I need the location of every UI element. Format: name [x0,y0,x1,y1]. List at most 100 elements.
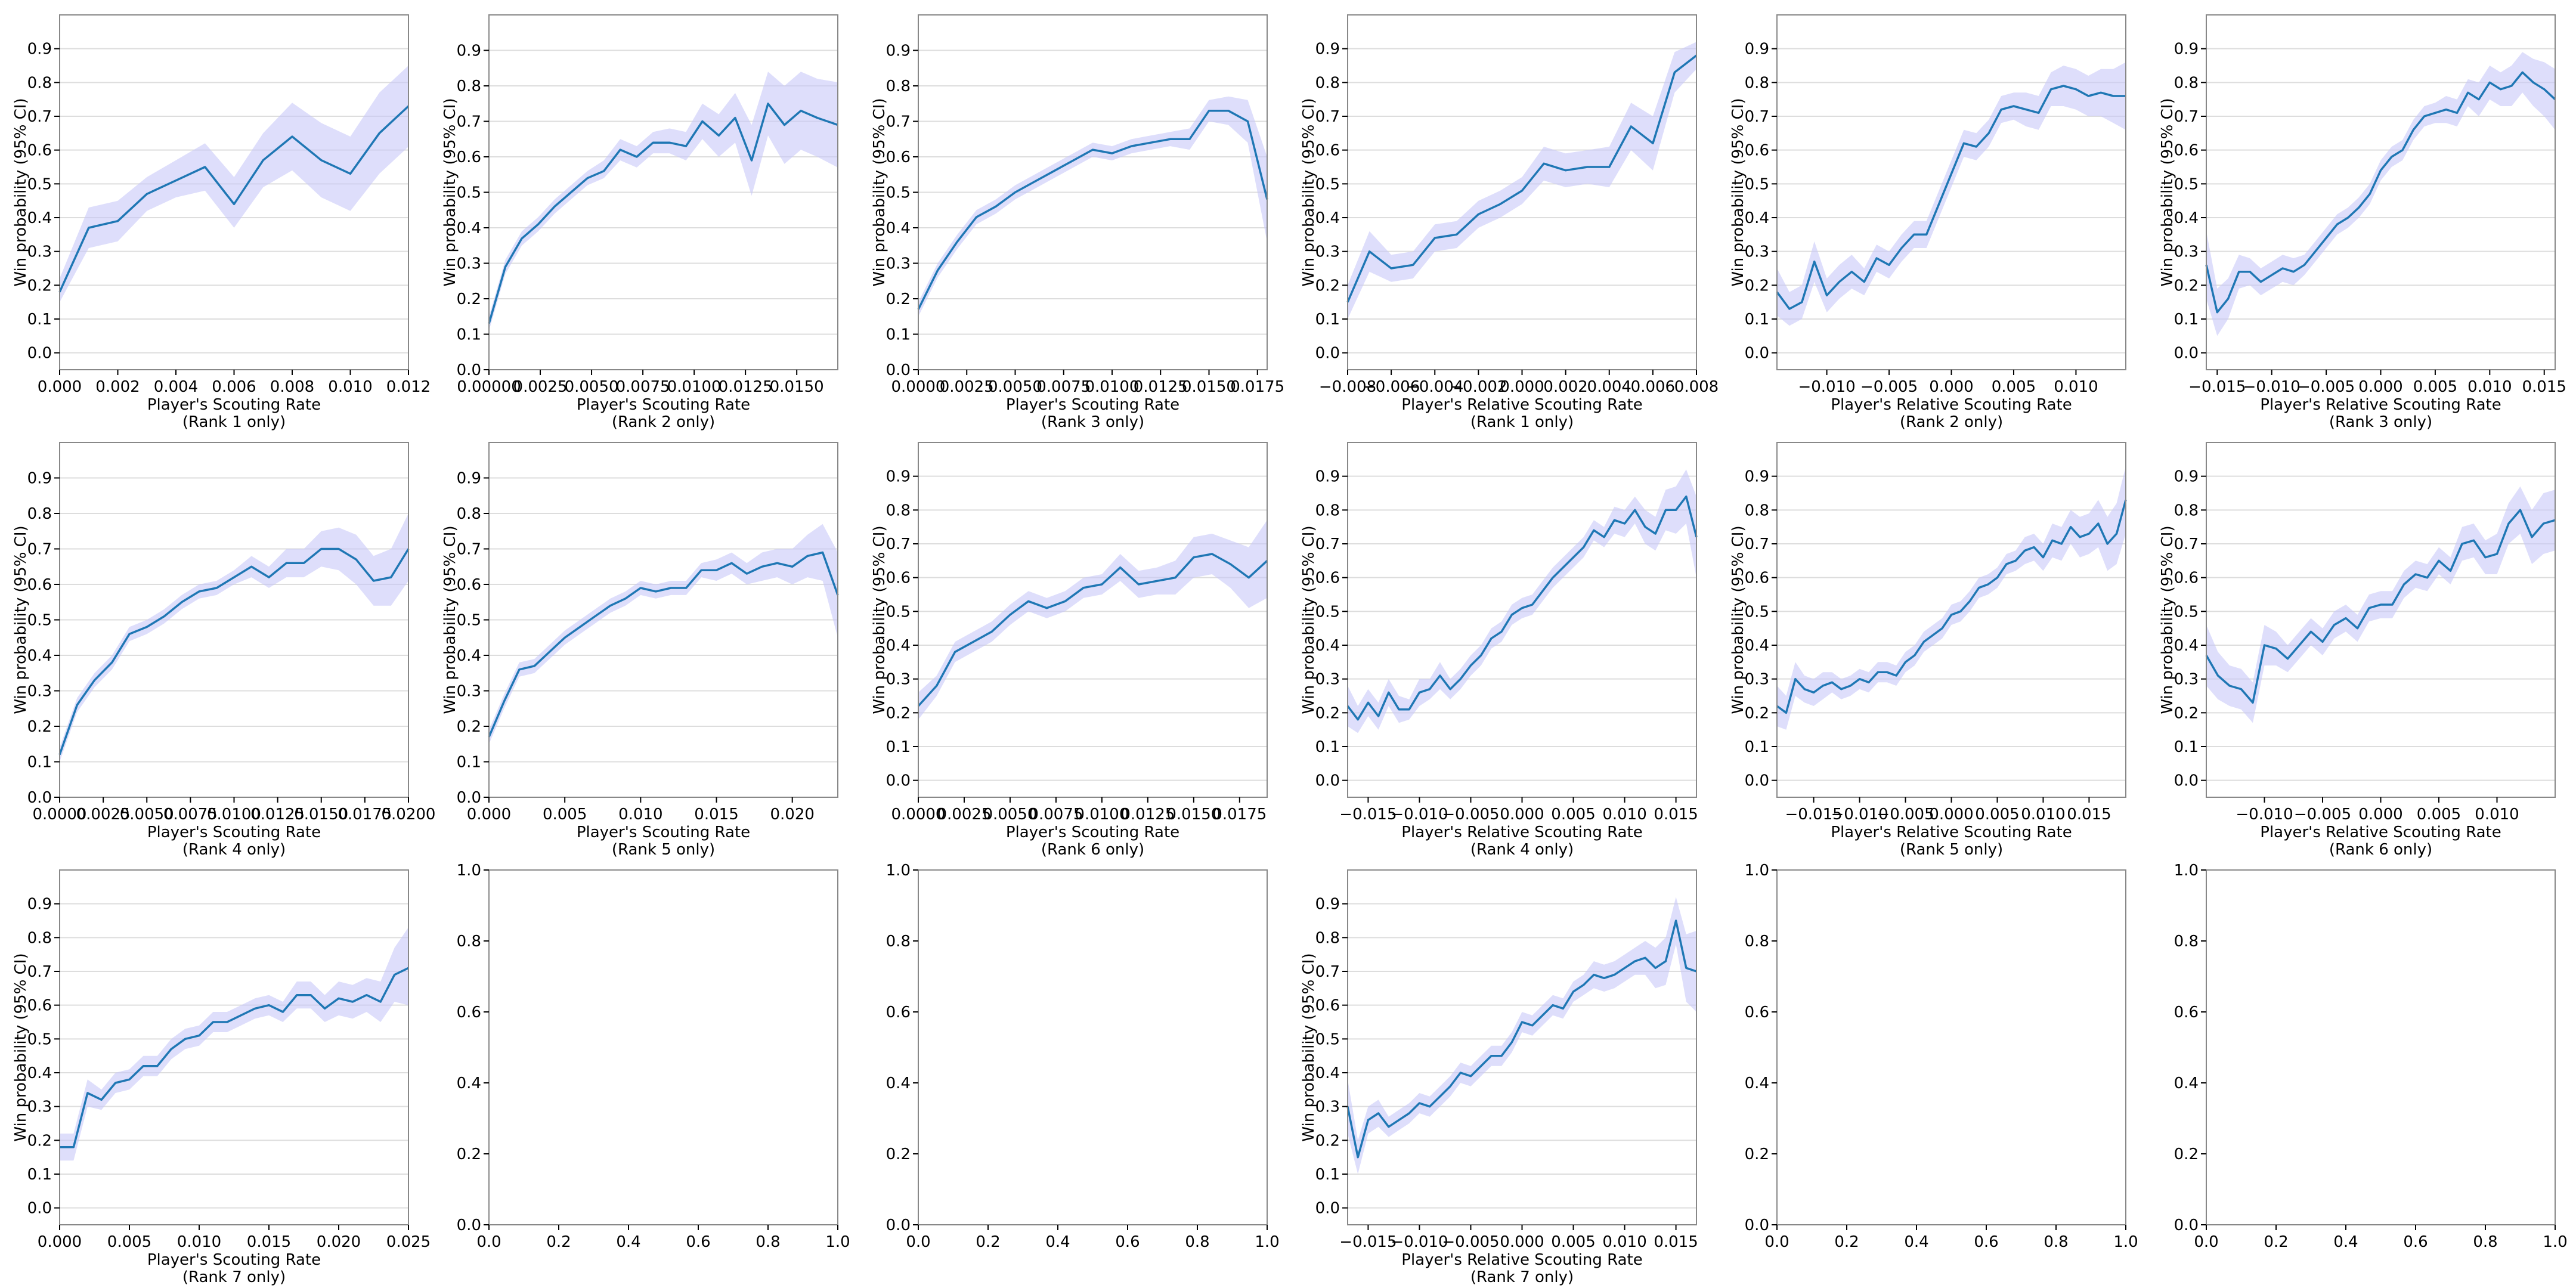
y-tick-label: 0.2 [27,718,52,736]
y-tick-label: 0.9 [886,468,911,486]
x-tick-label: −0.015 [1339,806,1397,823]
x-tick-label: 0.8 [1185,1233,1209,1251]
y-tick-label: 0.4 [1315,1064,1340,1082]
x-tick-label: −0.005 [1442,806,1499,823]
y-tick-label: 0.1 [27,1166,52,1184]
y-axis-label: Win probability (95% CI) [1300,953,1318,1141]
x-tick-label: 0.006 [1631,378,1675,396]
y-tick-label: 0.9 [27,470,52,488]
x-tick-label: 0.4 [1904,1233,1928,1251]
y-tick-label: 0.6 [1315,997,1340,1015]
x-tick-label: −0.002 [1450,378,1507,396]
series-line [488,103,838,324]
y-tick-label: 0.6 [2174,142,2199,160]
y-tick-label: 0.6 [27,576,52,594]
x-tick-label: 0.0000 [891,378,946,396]
subplot-p14: 0.0 0.2 0.4 0.6 0.8 1.0 0.0 0.2 0.4 0.6 0.8 1.0 [886,862,1280,1251]
x-tick-label: 0.0050 [565,378,619,396]
x-tick-label: 0.010 [1602,1233,1646,1251]
y-tick-label: 0.2 [1745,704,1769,722]
y-tick-label: 0.4 [27,647,52,665]
series-line [58,105,410,293]
x-axis-sublabel: (Rank 6 only) [2329,841,2432,859]
confidence-band [60,927,408,1161]
x-axis-label: Player's Relative Scouting Rate [1401,1251,1642,1269]
y-tick-label: 0.9 [27,41,52,58]
x-tick-label: −0.015 [1785,806,1842,823]
confidence-band [1777,62,2126,326]
y-tick-label: 0.0 [457,361,481,379]
y-tick-label: 0.6 [2174,569,2199,587]
y-tick-label: 0.0 [27,1200,52,1218]
x-tick-label: 0.010 [2054,378,2098,396]
y-tick-label: 0.8 [27,74,52,92]
y-tick-label: 0.2 [27,277,52,295]
x-tick-label: 0.0150 [294,806,348,823]
x-tick-label: −0.010 [2236,806,2293,823]
y-tick-label: 0.5 [1315,175,1340,193]
x-tick-label: −0.010 [1391,806,1448,823]
x-tick-label: −0.004 [1406,378,1463,396]
y-tick-label: 0.6 [457,576,481,594]
x-axis-sublabel: (Rank 4 only) [1470,841,1574,859]
plot-frame [2206,869,2556,1225]
x-axis-label: Player's Scouting Rate [1006,823,1179,841]
y-tick-label: 0.7 [1745,535,1769,553]
x-tick-label: 0.010 [1602,806,1646,823]
confidence-band [60,513,408,762]
y-tick-label: 0.2 [886,704,911,722]
x-tick-label: 0.4 [2333,1233,2358,1251]
x-axis-sublabel: (Rank 1 only) [182,413,286,431]
x-tick-label: 0.002 [1543,378,1587,396]
x-tick-label: 0.015 [694,806,738,823]
plot-frame [918,442,1268,798]
y-tick-label: 0.8 [457,933,481,950]
y-tick-label: 0.5 [1315,603,1340,621]
x-tick-label: 0.0025 [937,806,991,823]
y-axis-label: Win probability (95% CI) [1729,98,1747,286]
y-tick-label: 0.6 [457,1004,481,1021]
x-tick-label: 0.005 [2417,806,2461,823]
y-tick-label: 0.2 [1315,704,1340,722]
y-tick-label: 0.8 [27,505,52,523]
x-axis-sublabel: (Rank 1 only) [1470,413,1574,431]
x-tick-label: 0.0125 [1134,378,1188,396]
subplot-p4: 0.0 0.1 0.2 0.3 0.4 0.5 0.6 0.7 0.8 0.9 −0.010 −0.0… [1729,14,2126,431]
y-tick-label: 0.4 [457,1075,481,1092]
y-tick-label: 0.6 [27,142,52,160]
y-tick-label: 0.7 [886,113,911,131]
x-tick-label: 0.0050 [983,806,1037,823]
y-tick-label: 1.0 [457,862,481,880]
confidence-band [918,520,1267,720]
series-line [917,553,1268,707]
y-tick-label: 0.7 [1745,108,1769,126]
x-axis-sublabel: (Rank 5 only) [612,841,715,859]
y-tick-label: 0.4 [1745,209,1769,227]
x-axis-label: Player's Relative Scouting Rate [2260,823,2501,841]
x-tick-label: −0.010 [1798,378,1855,396]
series-line [2205,509,2556,704]
x-tick-label: 0.8 [756,1233,780,1251]
x-tick-label: 0.0025 [940,378,994,396]
y-tick-label: 0.5 [27,612,52,630]
x-tick-label: 0.0125 [719,378,773,396]
x-tick-label: −0.015 [2188,378,2246,396]
x-tick-label: 0.000 [1929,378,1973,396]
y-tick-label: 0.8 [886,501,911,519]
x-axis-label: Player's Relative Scouting Rate [1401,823,1642,841]
x-tick-label: −0.005 [2294,806,2351,823]
y-tick-label: 0.9 [886,42,911,60]
x-tick-label: 0.000 [1929,806,1973,823]
y-axis-label: Win probability (95% CI) [871,98,888,286]
y-tick-label: 0.5 [27,1030,52,1048]
series-line [917,109,1268,310]
plot-frame [1347,869,1697,1225]
x-tick-label: 0.005 [1551,806,1595,823]
x-tick-label: −0.006 [1363,378,1420,396]
x-tick-label: 0.0150 [1182,378,1236,396]
y-tick-label: 0.1 [457,754,481,772]
y-tick-label: 0.7 [2174,108,2199,126]
confidence-band [918,96,1267,317]
y-tick-label: 0.6 [1745,569,1769,587]
plot-frame [2206,442,2556,798]
